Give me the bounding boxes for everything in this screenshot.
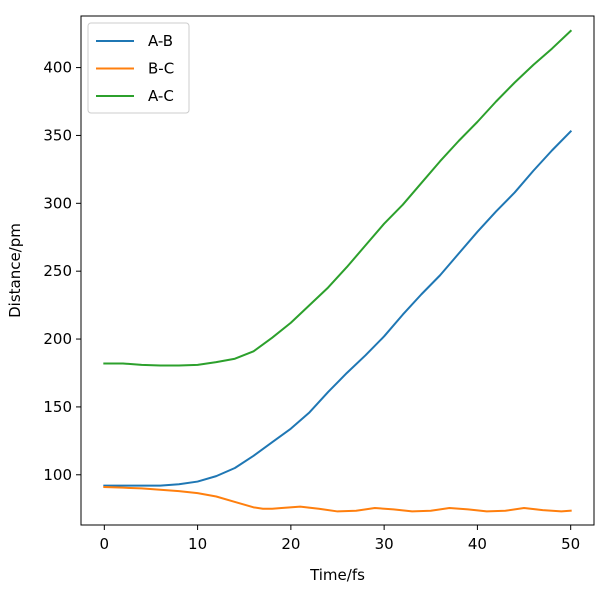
legend-box [87, 22, 190, 114]
x-tick-label: 40 [468, 535, 487, 553]
x-tick-label: 20 [281, 535, 300, 553]
x-tick-label: 30 [375, 535, 394, 553]
legend-label-a-b: A-B [148, 32, 173, 50]
series-line-a-c [103, 29, 573, 367]
series-line-a-b [103, 129, 573, 487]
legend: A-B B-C A-C [87, 22, 190, 114]
y-tick-label: 400 [43, 59, 72, 77]
series-layer [103, 29, 573, 513]
x-tick-label: 0 [100, 535, 110, 553]
y-tick-label: 350 [43, 126, 72, 144]
y-tick-label: 250 [43, 262, 72, 280]
y-axis-label: Distance/pm [6, 223, 24, 318]
x-tick-label: 50 [561, 535, 580, 553]
y-tick-label: 200 [43, 330, 72, 348]
y-tick-label: 150 [43, 398, 72, 416]
y-tick-label: 300 [43, 194, 72, 212]
plot-frame [80, 15, 595, 526]
x-axis-label: Time/fs [309, 566, 365, 584]
series-line-b-c [103, 485, 572, 513]
legend-label-b-c: B-C [148, 60, 174, 78]
x-tick-label: 10 [188, 535, 207, 553]
legend-label-a-c: A-C [148, 87, 174, 105]
y-axis: 100 150 200 250 300 350 400 [43, 59, 81, 484]
x-axis: 0 10 20 30 40 50 [100, 525, 580, 553]
y-tick-label: 100 [43, 466, 72, 484]
